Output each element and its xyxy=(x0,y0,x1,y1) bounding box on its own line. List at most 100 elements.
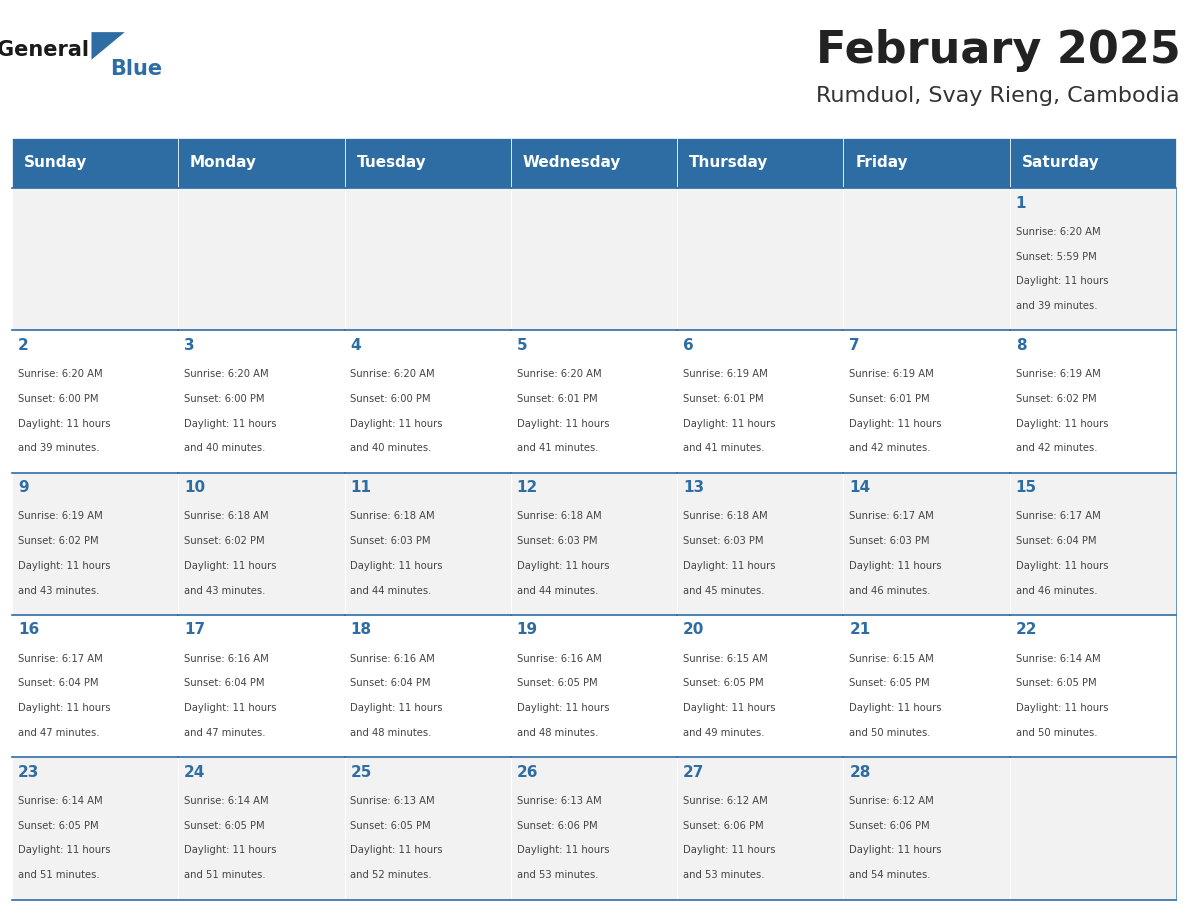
Text: Tuesday: Tuesday xyxy=(356,155,426,171)
FancyBboxPatch shape xyxy=(677,615,843,757)
Text: Sunset: 6:03 PM: Sunset: 6:03 PM xyxy=(350,536,431,546)
Text: 10: 10 xyxy=(184,480,206,495)
Text: Sunrise: 6:17 AM: Sunrise: 6:17 AM xyxy=(849,511,934,521)
Text: and 40 minutes.: and 40 minutes. xyxy=(350,443,431,453)
Text: 8: 8 xyxy=(1016,338,1026,353)
Text: 17: 17 xyxy=(184,622,206,637)
FancyBboxPatch shape xyxy=(178,757,345,900)
Text: Sunset: 6:03 PM: Sunset: 6:03 PM xyxy=(517,536,598,546)
FancyBboxPatch shape xyxy=(1010,757,1176,900)
Text: 9: 9 xyxy=(18,480,29,495)
Text: and 40 minutes.: and 40 minutes. xyxy=(184,443,265,453)
Text: Daylight: 11 hours: Daylight: 11 hours xyxy=(683,703,776,713)
Text: Sunrise: 6:18 AM: Sunrise: 6:18 AM xyxy=(517,511,601,521)
FancyBboxPatch shape xyxy=(843,330,1010,473)
FancyBboxPatch shape xyxy=(1010,330,1176,473)
Text: Sunrise: 6:15 AM: Sunrise: 6:15 AM xyxy=(849,654,934,664)
Text: and 41 minutes.: and 41 minutes. xyxy=(683,443,765,453)
Text: Sunset: 6:06 PM: Sunset: 6:06 PM xyxy=(683,821,764,831)
Text: Daylight: 11 hours: Daylight: 11 hours xyxy=(1016,276,1108,286)
Text: Daylight: 11 hours: Daylight: 11 hours xyxy=(517,845,609,856)
Text: Sunset: 6:01 PM: Sunset: 6:01 PM xyxy=(517,394,598,404)
Text: Sunset: 6:05 PM: Sunset: 6:05 PM xyxy=(18,821,99,831)
FancyBboxPatch shape xyxy=(511,615,677,757)
FancyBboxPatch shape xyxy=(1010,188,1176,330)
Text: Sunrise: 6:16 AM: Sunrise: 6:16 AM xyxy=(350,654,435,664)
Text: Sunset: 6:06 PM: Sunset: 6:06 PM xyxy=(849,821,930,831)
Text: Sunset: 6:02 PM: Sunset: 6:02 PM xyxy=(18,536,99,546)
FancyBboxPatch shape xyxy=(511,330,677,473)
Text: Sunrise: 6:18 AM: Sunrise: 6:18 AM xyxy=(683,511,767,521)
Text: Daylight: 11 hours: Daylight: 11 hours xyxy=(517,561,609,571)
FancyBboxPatch shape xyxy=(12,138,178,188)
Text: and 50 minutes.: and 50 minutes. xyxy=(849,728,931,738)
Text: 24: 24 xyxy=(184,765,206,779)
Text: 12: 12 xyxy=(517,480,538,495)
Text: Sunrise: 6:14 AM: Sunrise: 6:14 AM xyxy=(1016,654,1100,664)
Text: Sunrise: 6:13 AM: Sunrise: 6:13 AM xyxy=(350,796,435,806)
Text: Sunset: 6:04 PM: Sunset: 6:04 PM xyxy=(18,678,99,688)
Text: Daylight: 11 hours: Daylight: 11 hours xyxy=(184,419,277,429)
Text: Blue: Blue xyxy=(110,59,163,79)
Text: Sunrise: 6:19 AM: Sunrise: 6:19 AM xyxy=(18,511,102,521)
Text: and 39 minutes.: and 39 minutes. xyxy=(18,443,100,453)
Text: Daylight: 11 hours: Daylight: 11 hours xyxy=(1016,703,1108,713)
Text: and 51 minutes.: and 51 minutes. xyxy=(18,870,100,880)
Text: Daylight: 11 hours: Daylight: 11 hours xyxy=(1016,561,1108,571)
FancyBboxPatch shape xyxy=(1010,473,1176,615)
Text: Sunset: 6:05 PM: Sunset: 6:05 PM xyxy=(184,821,265,831)
Text: Daylight: 11 hours: Daylight: 11 hours xyxy=(849,561,942,571)
Text: Sunrise: 6:17 AM: Sunrise: 6:17 AM xyxy=(18,654,102,664)
Text: Daylight: 11 hours: Daylight: 11 hours xyxy=(849,703,942,713)
Text: Sunset: 6:04 PM: Sunset: 6:04 PM xyxy=(1016,536,1097,546)
Text: and 50 minutes.: and 50 minutes. xyxy=(1016,728,1098,738)
Text: Sunset: 6:04 PM: Sunset: 6:04 PM xyxy=(184,678,265,688)
FancyBboxPatch shape xyxy=(677,188,843,330)
FancyBboxPatch shape xyxy=(345,757,511,900)
Text: Sunset: 6:00 PM: Sunset: 6:00 PM xyxy=(18,394,99,404)
Text: and 46 minutes.: and 46 minutes. xyxy=(1016,586,1098,596)
Text: Sunset: 6:05 PM: Sunset: 6:05 PM xyxy=(849,678,930,688)
FancyBboxPatch shape xyxy=(178,615,345,757)
Text: Sunset: 6:03 PM: Sunset: 6:03 PM xyxy=(683,536,764,546)
Text: Daylight: 11 hours: Daylight: 11 hours xyxy=(849,845,942,856)
Text: General: General xyxy=(0,40,89,61)
Text: Daylight: 11 hours: Daylight: 11 hours xyxy=(350,703,443,713)
Text: and 47 minutes.: and 47 minutes. xyxy=(18,728,100,738)
Text: Sunset: 5:59 PM: Sunset: 5:59 PM xyxy=(1016,252,1097,262)
Text: Sunrise: 6:19 AM: Sunrise: 6:19 AM xyxy=(1016,369,1100,379)
Text: Sunrise: 6:17 AM: Sunrise: 6:17 AM xyxy=(1016,511,1100,521)
Text: Sunrise: 6:16 AM: Sunrise: 6:16 AM xyxy=(184,654,268,664)
FancyBboxPatch shape xyxy=(178,330,345,473)
Text: 7: 7 xyxy=(849,338,860,353)
FancyBboxPatch shape xyxy=(843,615,1010,757)
FancyBboxPatch shape xyxy=(511,138,677,188)
Text: Sunset: 6:05 PM: Sunset: 6:05 PM xyxy=(1016,678,1097,688)
Text: and 49 minutes.: and 49 minutes. xyxy=(683,728,765,738)
FancyBboxPatch shape xyxy=(345,138,511,188)
FancyBboxPatch shape xyxy=(511,188,677,330)
Text: and 43 minutes.: and 43 minutes. xyxy=(18,586,99,596)
Text: and 54 minutes.: and 54 minutes. xyxy=(849,870,931,880)
Text: Sunset: 6:05 PM: Sunset: 6:05 PM xyxy=(517,678,598,688)
Text: Sunset: 6:02 PM: Sunset: 6:02 PM xyxy=(1016,394,1097,404)
Text: Sunrise: 6:12 AM: Sunrise: 6:12 AM xyxy=(683,796,767,806)
Text: 26: 26 xyxy=(517,765,538,779)
Text: 14: 14 xyxy=(849,480,871,495)
Text: 25: 25 xyxy=(350,765,372,779)
Text: and 46 minutes.: and 46 minutes. xyxy=(849,586,931,596)
Text: 23: 23 xyxy=(18,765,39,779)
Text: and 39 minutes.: and 39 minutes. xyxy=(1016,301,1098,311)
Text: Sunrise: 6:20 AM: Sunrise: 6:20 AM xyxy=(1016,227,1100,237)
Text: and 52 minutes.: and 52 minutes. xyxy=(350,870,432,880)
Text: Daylight: 11 hours: Daylight: 11 hours xyxy=(683,561,776,571)
Text: Daylight: 11 hours: Daylight: 11 hours xyxy=(517,703,609,713)
Text: and 45 minutes.: and 45 minutes. xyxy=(683,586,765,596)
Text: and 53 minutes.: and 53 minutes. xyxy=(517,870,599,880)
Text: Sunrise: 6:20 AM: Sunrise: 6:20 AM xyxy=(18,369,102,379)
Text: Sunrise: 6:16 AM: Sunrise: 6:16 AM xyxy=(517,654,601,664)
Text: Monday: Monday xyxy=(190,155,257,171)
Text: 2: 2 xyxy=(18,338,29,353)
FancyBboxPatch shape xyxy=(345,615,511,757)
Text: 15: 15 xyxy=(1016,480,1037,495)
